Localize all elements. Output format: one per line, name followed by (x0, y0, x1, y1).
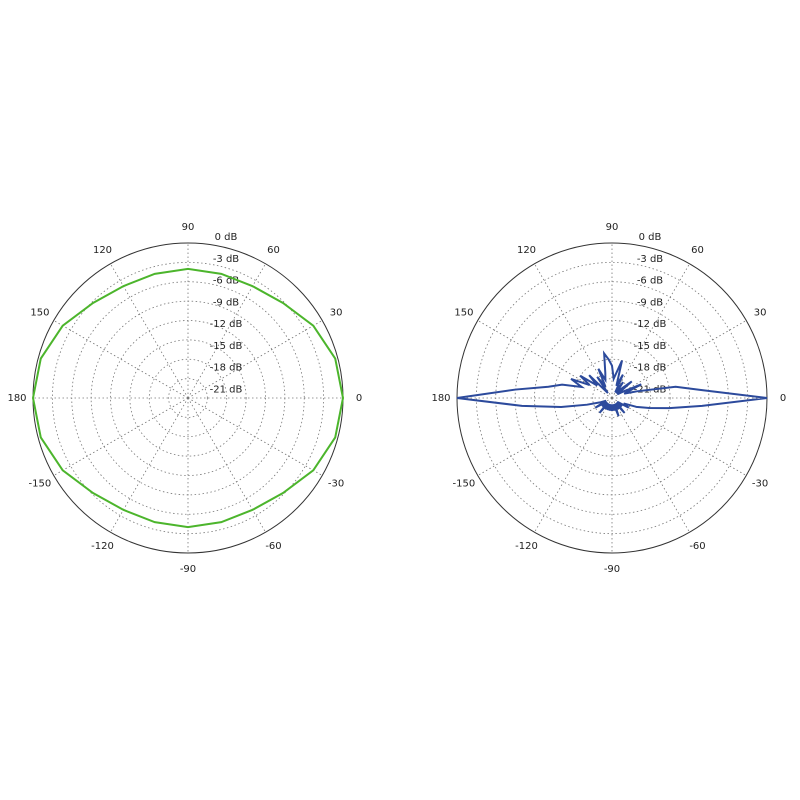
angle-label: -60 (689, 541, 705, 552)
spoke (477, 320, 613, 399)
spoke (611, 320, 747, 399)
pattern-line (456, 350, 768, 417)
angle-label: 150 (454, 308, 473, 319)
ring (51, 261, 325, 535)
angle-label: 90 (182, 222, 195, 233)
spoke (477, 397, 613, 476)
angle-label: 90 (606, 222, 619, 233)
radial-label: -9 dB (637, 297, 663, 308)
radial-label: -18 dB (210, 363, 243, 374)
spoke (53, 397, 189, 476)
angle-label: -150 (29, 479, 52, 490)
angle-label: -120 (515, 541, 538, 552)
angle-label: 120 (93, 245, 112, 256)
radial-label: -3 dB (213, 254, 239, 265)
ring (168, 378, 208, 418)
angle-label: 30 (330, 308, 343, 319)
angle-label: 180 (431, 393, 450, 404)
radial-label: -9 dB (213, 297, 239, 308)
ring (553, 339, 671, 457)
spoke (187, 320, 323, 399)
radial-label: -21 dB (210, 384, 243, 395)
ring (514, 300, 710, 496)
radial-label: 0 dB (639, 232, 662, 243)
angle-label: 0 (780, 393, 786, 404)
angle-label: 30 (754, 308, 767, 319)
radial-label: -15 dB (634, 341, 667, 352)
ring (592, 378, 632, 418)
radial-label: -18 dB (634, 363, 667, 374)
radial-label: -12 dB (210, 319, 243, 330)
radial-label: -6 dB (213, 276, 239, 287)
ring (475, 261, 749, 535)
angle-label: -90 (604, 564, 620, 575)
angle-label: -150 (453, 479, 476, 490)
ring (90, 300, 286, 496)
ring (148, 358, 228, 438)
angle-label: -30 (752, 479, 768, 490)
spoke (53, 320, 189, 399)
radial-label: -15 dB (210, 341, 243, 352)
ring (110, 320, 266, 476)
angle-label: 120 (517, 245, 536, 256)
spoke (110, 397, 189, 533)
radial-label: -6 dB (637, 276, 663, 287)
angle-label: 150 (30, 308, 49, 319)
angle-label: 60 (267, 245, 280, 256)
ring (534, 320, 690, 476)
angle-label: -30 (328, 479, 344, 490)
angle-label: -120 (91, 541, 114, 552)
ring (71, 281, 305, 515)
angle-label: 180 (7, 393, 26, 404)
spoke (534, 397, 613, 533)
angle-label: 60 (691, 245, 704, 256)
ring (572, 358, 652, 438)
angle-label: -90 (180, 564, 196, 575)
pattern-line (31, 267, 345, 529)
ring (129, 339, 247, 457)
angle-label: -60 (265, 541, 281, 552)
radial-label: 0 dB (215, 232, 238, 243)
ring (495, 281, 729, 515)
radial-label: -12 dB (634, 319, 667, 330)
radial-label: -3 dB (637, 254, 663, 265)
angle-label: 0 (356, 393, 362, 404)
